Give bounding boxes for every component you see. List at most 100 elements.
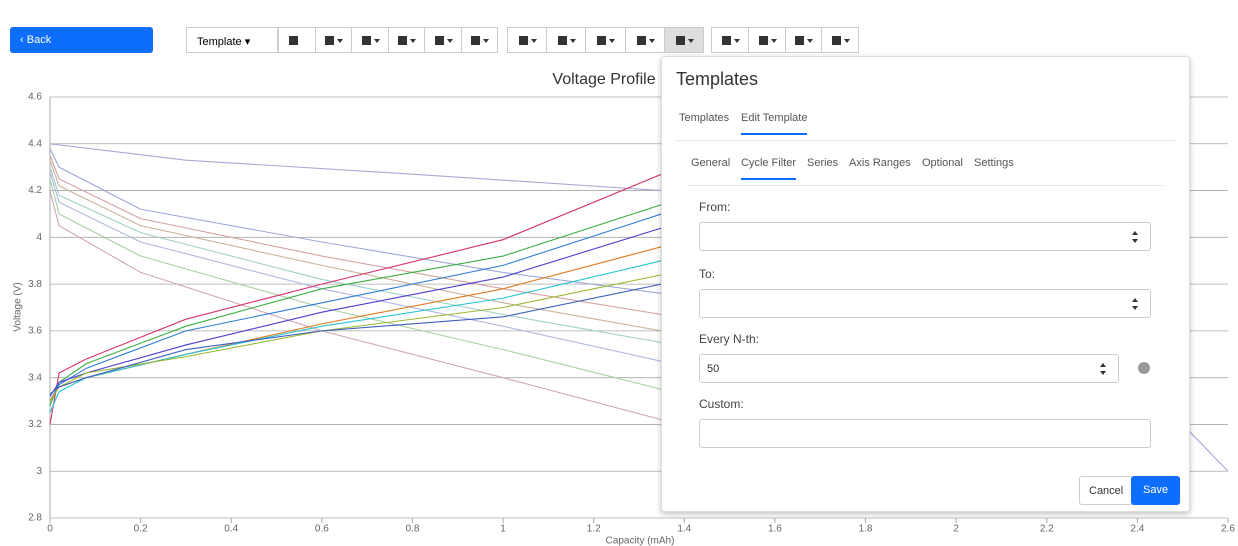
x-tick-label: 2.2 bbox=[1040, 524, 1054, 535]
icon bbox=[361, 36, 371, 45]
caret bbox=[733, 39, 740, 43]
icon bbox=[597, 36, 607, 45]
modal-title: Templates bbox=[676, 69, 759, 89]
series-line bbox=[49, 148, 662, 295]
x-tick-label: 1.8 bbox=[859, 524, 873, 535]
toolbar-icon-button[interactable] bbox=[585, 27, 626, 53]
caret bbox=[570, 39, 577, 43]
icon bbox=[471, 36, 481, 45]
icon bbox=[325, 36, 335, 45]
toolbar-icon-button[interactable] bbox=[424, 27, 462, 53]
templates-modal: Templates Templates Edit Template General C… bbox=[661, 56, 1190, 512]
x-axis-label: Capacity (mAh) bbox=[606, 536, 675, 546]
tab[interactable]: Edit Template bbox=[741, 112, 808, 135]
subtab[interactable]: General bbox=[691, 157, 731, 169]
y-tick-label: 3 bbox=[36, 466, 42, 477]
x-tick-label: 2.4 bbox=[1130, 524, 1144, 535]
field-value: 50 bbox=[707, 363, 720, 375]
icon bbox=[519, 36, 529, 45]
spin-up[interactable] bbox=[1132, 231, 1138, 235]
y-tick-label: 4.6 bbox=[28, 92, 42, 103]
toolbar-icon-button[interactable] bbox=[624, 27, 665, 53]
caret bbox=[609, 39, 616, 43]
series-line bbox=[49, 190, 662, 421]
subtab[interactable]: Settings bbox=[974, 157, 1014, 169]
x-tick-label: 0 bbox=[47, 524, 53, 535]
y-tick-label: 3.4 bbox=[28, 372, 42, 383]
icon bbox=[558, 36, 568, 45]
back-button[interactable]: ‹ Back bbox=[10, 27, 153, 53]
field-label: To: bbox=[699, 267, 716, 281]
y-tick-label: 2.8 bbox=[28, 513, 42, 524]
spin-up[interactable] bbox=[1132, 298, 1138, 302]
field-input[interactable]: 50 bbox=[699, 354, 1119, 383]
subtab[interactable]: Axis Ranges bbox=[849, 157, 911, 169]
y-tick-label: 4.4 bbox=[28, 138, 42, 149]
template-label: Template bbox=[197, 36, 242, 48]
spin-down[interactable] bbox=[1132, 306, 1138, 310]
toolbar-icon-button[interactable] bbox=[387, 27, 425, 53]
toolbar-icon-button[interactable] bbox=[351, 27, 389, 53]
subtab[interactable]: Optional bbox=[922, 157, 963, 169]
field-input[interactable] bbox=[699, 222, 1151, 251]
caret bbox=[446, 39, 453, 43]
caret bbox=[844, 39, 851, 43]
icon bbox=[434, 36, 444, 45]
series-line bbox=[49, 227, 662, 397]
series-line bbox=[49, 171, 662, 362]
caret bbox=[687, 39, 694, 43]
y-tick-label: 3.2 bbox=[28, 419, 42, 430]
caret bbox=[648, 39, 655, 43]
field-input[interactable] bbox=[699, 289, 1151, 318]
caret bbox=[373, 39, 380, 43]
series-line bbox=[49, 274, 662, 402]
toolbar-icon-button[interactable] bbox=[711, 27, 749, 53]
series-line bbox=[49, 173, 662, 425]
subtab-divider bbox=[688, 185, 1163, 186]
subtab[interactable]: Cycle Filter bbox=[741, 157, 797, 180]
field-input[interactable] bbox=[699, 419, 1151, 448]
spin-down[interactable] bbox=[1132, 239, 1138, 243]
cancel-button[interactable]: Cancel bbox=[1079, 476, 1134, 505]
series-line bbox=[49, 159, 662, 332]
series-line bbox=[49, 155, 662, 316]
caret bbox=[531, 39, 538, 43]
caret bbox=[410, 39, 417, 43]
toolbar-icon-button[interactable] bbox=[663, 27, 704, 53]
toolbar-icon-button[interactable] bbox=[460, 27, 498, 53]
caret bbox=[770, 39, 777, 43]
series-line bbox=[49, 166, 662, 344]
tab[interactable]: Templates bbox=[679, 112, 730, 124]
toolbar-icon-button[interactable] bbox=[314, 27, 352, 53]
tab-divider bbox=[676, 140, 1175, 141]
toolbar-icon-button[interactable] bbox=[546, 27, 587, 53]
caret bbox=[483, 39, 490, 43]
template-button[interactable]: Template ▾ bbox=[186, 27, 278, 53]
toolbar-icon-button[interactable] bbox=[784, 27, 823, 53]
x-tick-label: 1.4 bbox=[677, 524, 691, 535]
save-button[interactable]: Save bbox=[1131, 476, 1181, 505]
x-tick-label: 2 bbox=[953, 524, 959, 535]
icon bbox=[721, 36, 731, 45]
x-tick-label: 1.6 bbox=[768, 524, 782, 535]
series-line bbox=[49, 213, 662, 402]
icon bbox=[288, 36, 298, 45]
toolbar-icon-button[interactable] bbox=[821, 27, 859, 53]
toolbar-icon-button[interactable] bbox=[507, 27, 548, 53]
icon bbox=[636, 36, 646, 45]
clear-icon[interactable] bbox=[1138, 362, 1150, 374]
chart-title: Voltage Profile bbox=[552, 71, 655, 88]
toolbar-icon-button[interactable] bbox=[747, 27, 786, 53]
icon bbox=[398, 36, 408, 45]
spin-up[interactable] bbox=[1100, 363, 1106, 367]
spin-down[interactable] bbox=[1100, 371, 1106, 375]
y-tick-label: 4 bbox=[36, 232, 42, 243]
toolbar-icon-button[interactable] bbox=[278, 27, 316, 53]
x-tick-label: 0.2 bbox=[134, 524, 148, 535]
back-label: Back bbox=[26, 34, 52, 46]
y-tick-label: 3.6 bbox=[28, 326, 42, 337]
subtab[interactable]: Series bbox=[807, 157, 839, 169]
icon bbox=[675, 36, 685, 45]
caret bbox=[337, 39, 344, 43]
y-tick-label: 3.8 bbox=[28, 279, 42, 290]
